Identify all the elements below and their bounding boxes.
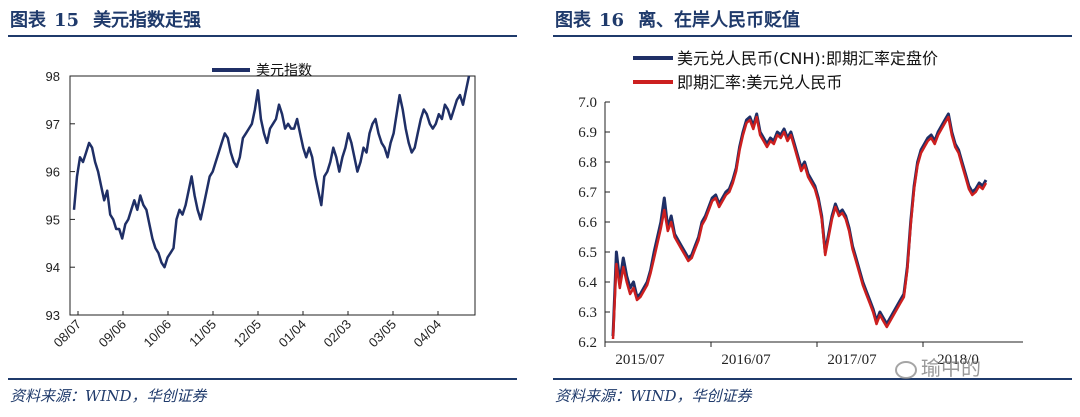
rmb-exchange-chart: 6.2 6.3 6.4 6.5 6.6 6.7 6.8 6.9 7.0 2015/07 2016/0… <box>578 49 1023 368</box>
y-tick-label: 95 <box>46 212 60 227</box>
x-tick-label: 2015/07 <box>615 352 665 368</box>
left-bottom-rule <box>8 378 517 380</box>
y-tick-label: 96 <box>46 165 60 180</box>
y-tick-label: 6.2 <box>578 335 597 351</box>
y-tick-label: 6.8 <box>578 155 597 171</box>
y-tick-label: 98 <box>46 69 60 84</box>
x-tick-label: 2017/07 <box>827 352 877 368</box>
y-tick-label: 97 <box>46 117 60 132</box>
x-tick-label: 2018/0 <box>937 352 979 368</box>
y-tick-label: 6.6 <box>578 215 597 231</box>
y-tick-label: 6.4 <box>578 275 597 291</box>
left-top-rule <box>8 35 517 37</box>
left-title-prefix: 图表 <box>10 10 46 31</box>
x-tick-label: 01/04 <box>276 317 310 351</box>
series-line-1 <box>611 115 988 340</box>
left-source-note: 资料来源：WIND，华创证券 <box>10 387 207 405</box>
right-bottom-rule <box>553 378 1072 380</box>
right-source-note: 资料来源：WIND，华创证券 <box>555 387 752 405</box>
x-tick-label: 12/05 <box>231 317 265 351</box>
x-tick-label: 03/05 <box>366 317 400 351</box>
right-top-rule <box>553 35 1072 37</box>
y-tick-label: 6.9 <box>578 125 597 141</box>
x-tick-label: 02/03 <box>321 317 355 351</box>
x-tick-label: 04/04 <box>411 317 445 351</box>
left-figure-panel: 图表 15 美元指数走强 93 94 95 96 97 98 08/07 09/06 10/06 11… <box>0 0 525 417</box>
right-figure-panel: 图表 16 离、在岸人民币贬值 6.2 6.3 6.4 6.5 6.6 6.7 6.8 6.9 7.… <box>545 0 1080 417</box>
legend-label-0: 美元兑人民币(CNH):即期汇率定盘价 <box>677 49 938 68</box>
left-title-number: 15 <box>54 10 80 31</box>
legend-label: 美元指数 <box>256 63 312 79</box>
y-tick-label: 6.5 <box>578 245 597 261</box>
y-tick-label: 93 <box>46 308 60 323</box>
right-title-text: 离、在岸人民币贬值 <box>638 10 801 31</box>
watermark-text: 瑜中的 <box>921 356 981 380</box>
y-tick-label: 6.7 <box>578 185 597 201</box>
x-tick-label: 11/05 <box>186 317 219 350</box>
right-title-prefix: 图表 <box>555 10 591 31</box>
right-title-number: 16 <box>599 10 625 31</box>
x-tick-label: 10/06 <box>141 317 175 351</box>
legend-label-1: 即期汇率:美元兑人民币 <box>677 73 842 92</box>
left-figure-title: 图表 15 美元指数走强 <box>10 6 201 32</box>
wechat-icon <box>895 360 917 379</box>
x-tick-label: 09/06 <box>96 317 130 351</box>
x-tick-label: 2016/07 <box>721 352 771 368</box>
right-figure-title: 图表 16 离、在岸人民币贬值 <box>555 6 800 32</box>
y-tick-label: 7.0 <box>578 95 597 111</box>
plot-frame <box>69 75 476 316</box>
y-tick-label: 94 <box>46 260 60 275</box>
series-line-dollar-index <box>72 75 471 269</box>
watermark: 瑜中的 <box>895 352 981 381</box>
y-tick-label: 6.3 <box>578 305 597 321</box>
left-title-text: 美元指数走强 <box>93 10 202 31</box>
